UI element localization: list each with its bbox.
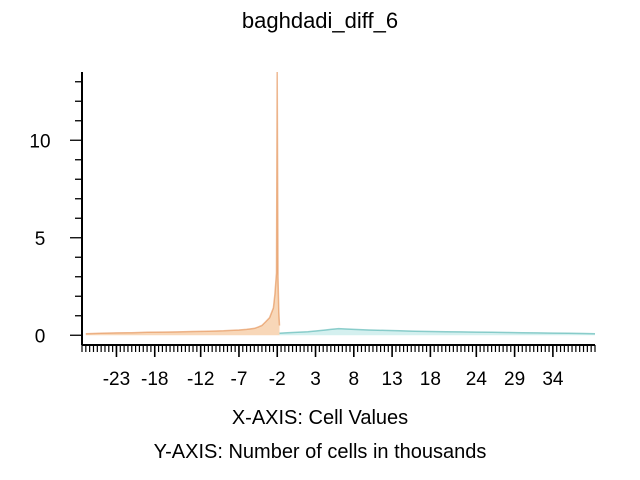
area-layer xyxy=(85,71,596,336)
y-tick-label: 0 xyxy=(35,326,46,347)
x-tick-label: 24 xyxy=(466,369,488,390)
chart-title: baghdadi_diff_6 xyxy=(241,8,399,33)
x-tick-label: 29 xyxy=(504,369,525,390)
axis-layer xyxy=(70,72,596,357)
x-axis-label: X-AXIS: Cell Values xyxy=(231,407,409,429)
positive-values-area-edge xyxy=(279,327,596,335)
x-tick-label: 8 xyxy=(349,369,360,390)
x-tick-label: -7 xyxy=(231,369,248,390)
y-tick-label: 10 xyxy=(29,131,50,152)
x-tick-label: 3 xyxy=(310,369,321,390)
y-tick-label: 5 xyxy=(35,229,46,250)
x-tick-label: -2 xyxy=(269,369,286,390)
x-tick-label: 13 xyxy=(382,369,403,390)
x-tick-label: -23 xyxy=(103,369,130,390)
x-tick-label: -18 xyxy=(141,369,168,390)
x-tick-label: 34 xyxy=(542,369,564,390)
negative-values-area xyxy=(85,72,280,336)
x-tick-label: -12 xyxy=(187,369,214,390)
x-tick-label: 18 xyxy=(420,369,441,390)
negative-values-area-edge xyxy=(85,71,281,335)
y-axis-label: Y-AXIS: Number of cells in thousands xyxy=(153,441,487,463)
